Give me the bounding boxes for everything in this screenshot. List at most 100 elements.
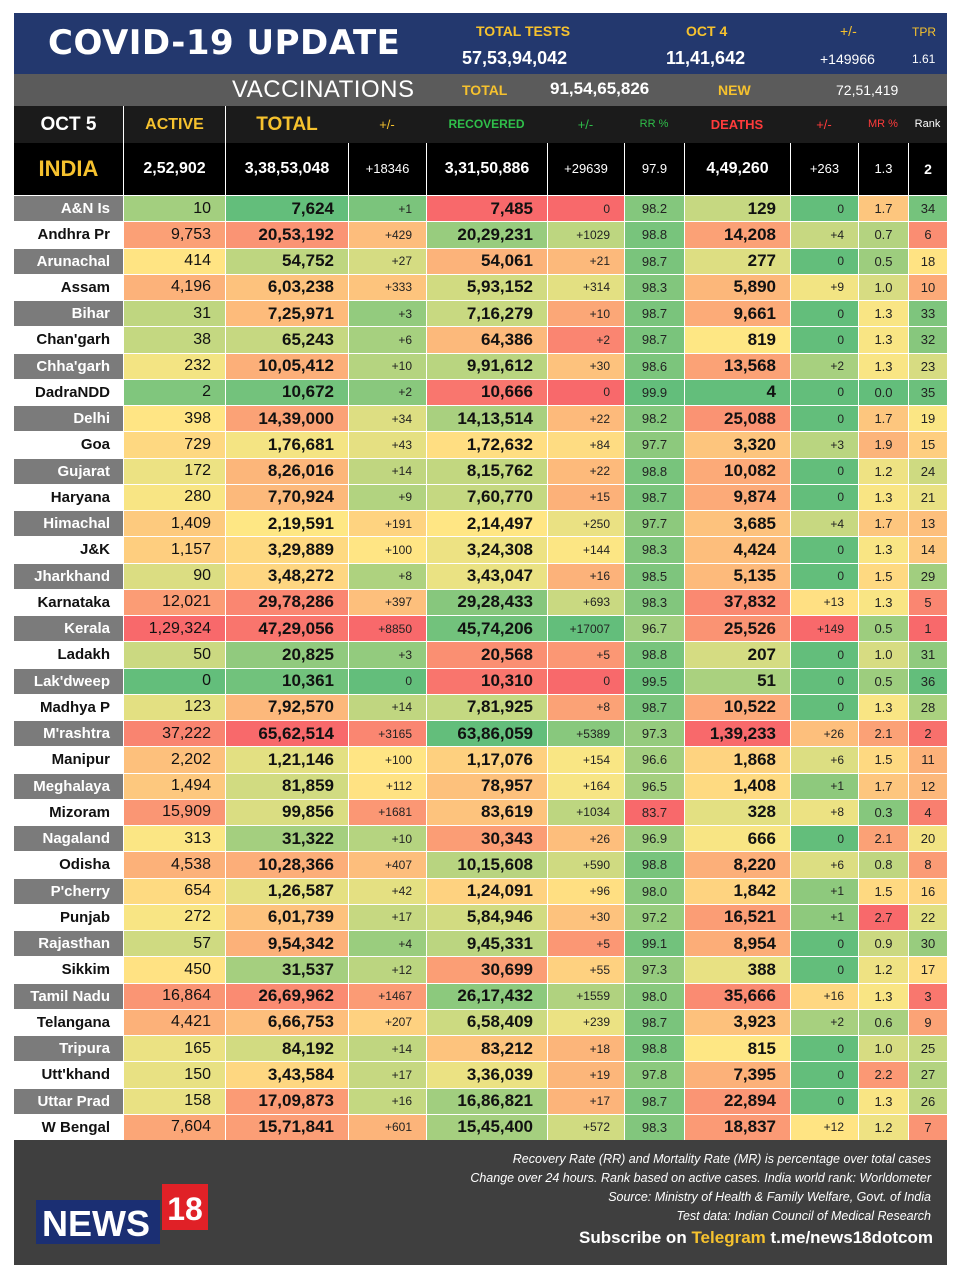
cell-recovered-change: +30 [547,903,624,930]
cell-rr: 98.7 [624,693,684,720]
india-active: 2,52,902 [123,143,225,195]
cell-rank: 20 [908,825,947,852]
cell-active: 654 [123,877,225,904]
column-headers: OCT 5 ACTIVE TOTAL +/- RECOVERED +/- RR … [14,106,947,143]
cell-recovered: 83,212 [426,1035,547,1062]
table-row: Odisha 4,538 10,28,366 +407 10,15,608 +590 98.… [14,851,947,878]
india-mr: 1.3 [858,143,908,195]
telegram-link[interactable]: t.me/news18dotcom [770,1228,934,1247]
cell-mr: 0.5 [858,667,908,694]
cell-rank: 27 [908,1061,947,1088]
cell-recovered: 9,91,612 [426,352,547,379]
cell-total: 8,26,016 [225,457,348,484]
table-row: Tamil Nadu 16,864 26,69,962 +1467 26,17,432 +… [14,982,947,1009]
cell-mr: 0.5 [858,615,908,642]
cell-recovered: 54,061 [426,247,547,274]
cell-total-change: +3 [348,641,426,668]
vaccinations-total-label: TOTAL [462,82,508,98]
cell-total: 81,859 [225,772,348,799]
svg-text:NEWS: NEWS [42,1203,150,1244]
cell-total-change: +3165 [348,720,426,747]
cell-mr: 0.9 [858,930,908,957]
india-rr: 97.9 [624,143,684,195]
cell-rr: 98.7 [624,1008,684,1035]
state-name: Chha'garh [14,352,123,379]
cell-rank: 3 [908,982,947,1009]
india-summary-row: INDIA 2,52,902 3,38,53,048 +18346 3,31,5… [14,143,947,195]
cell-deaths-change: 0 [790,956,858,983]
cell-deaths: 13,568 [684,352,790,379]
cell-deaths-change: 0 [790,667,858,694]
cell-active: 232 [123,352,225,379]
cell-active: 165 [123,1035,225,1062]
table-row: Andhra Pr 9,753 20,53,192 +429 20,29,231 +102… [14,221,947,248]
table-row: Tripura 165 84,192 +14 83,212 +18 98.8 815 0 1.0 2… [14,1035,947,1062]
cell-recovered-change: +693 [547,588,624,615]
cell-deaths: 9,661 [684,300,790,327]
state-name: A&N Is [14,195,123,222]
cell-active: 12,021 [123,588,225,615]
state-name: Utt'khand [14,1061,123,1088]
cell-active: 57 [123,930,225,957]
cell-deaths-change: +4 [790,221,858,248]
state-name: Gujarat [14,457,123,484]
cell-total-change: +27 [348,247,426,274]
table-row: Rajasthan 57 9,54,342 +4 9,45,331 +5 99.1 8,954… [14,930,947,957]
cell-active: 4,421 [123,1008,225,1035]
table-row: DadraNDD 2 10,672 +2 10,666 0 99.9 4 0 0.0 35 [14,378,947,405]
cell-active: 38 [123,326,225,353]
vaccinations-new-label: NEW [718,82,751,98]
cell-rr: 98.3 [624,588,684,615]
india-deaths-change: +263 [790,143,858,195]
cell-recovered: 7,81,925 [426,693,547,720]
cell-deaths-change: 0 [790,378,858,405]
state-name: DadraNDD [14,378,123,405]
table-row: Bihar 31 7,25,971 +3 7,16,279 +10 98.7 9,661 0 1.… [14,300,947,327]
cell-mr: 0.5 [858,247,908,274]
cell-rr: 98.8 [624,851,684,878]
table-row: Mizoram 15,909 99,856 +1681 83,619 +1034 83.7 3… [14,798,947,825]
cell-deaths: 3,685 [684,510,790,537]
cell-total: 7,92,570 [225,693,348,720]
cell-deaths: 666 [684,825,790,852]
state-name: Jharkhand [14,562,123,589]
total-tests-label: TOTAL TESTS [476,23,571,39]
cell-recovered: 3,36,039 [426,1061,547,1088]
column-deaths: DEATHS [710,117,764,132]
india-deaths: 4,49,260 [684,143,790,195]
table-row: Nagaland 313 31,322 +10 30,343 +26 96.9 666 0 2.1… [14,825,947,852]
cell-rr: 98.8 [624,457,684,484]
state-name: Kerala [14,615,123,642]
tpr-value: 1.61 [912,52,936,66]
cell-mr: 1.3 [858,300,908,327]
cell-recovered-change: +572 [547,1113,624,1140]
cell-deaths: 819 [684,326,790,353]
cell-recovered-change: +16 [547,562,624,589]
cell-deaths: 207 [684,641,790,668]
date-tests-value: 11,41,642 [666,48,746,68]
cell-mr: 1.7 [858,405,908,432]
cell-rank: 13 [908,510,947,537]
cell-deaths-change: +26 [790,720,858,747]
state-name: Punjab [14,903,123,930]
cell-total: 20,53,192 [225,221,348,248]
state-name: Arunachal [14,247,123,274]
cell-mr: 2.1 [858,720,908,747]
cell-total: 1,26,587 [225,877,348,904]
state-name: Goa [14,431,123,458]
cell-recovered-change: 0 [547,667,624,694]
cell-total-change: +1 [348,195,426,222]
cell-active: 1,29,324 [123,615,225,642]
cell-deaths-change: +1 [790,877,858,904]
column-date: OCT 5 [40,114,97,135]
cell-active: 7,604 [123,1113,225,1140]
india-rank: 2 [908,143,947,195]
cell-active: 1,157 [123,536,225,563]
cell-total: 10,672 [225,378,348,405]
cell-recovered: 30,343 [426,825,547,852]
state-name: Delhi [14,405,123,432]
vaccinations-bar: VACCINATIONS TOTAL 91,54,65,826 NEW 72,5… [14,74,947,106]
cell-deaths: 1,39,233 [684,720,790,747]
cell-active: 150 [123,1061,225,1088]
state-name: M'rashtra [14,720,123,747]
